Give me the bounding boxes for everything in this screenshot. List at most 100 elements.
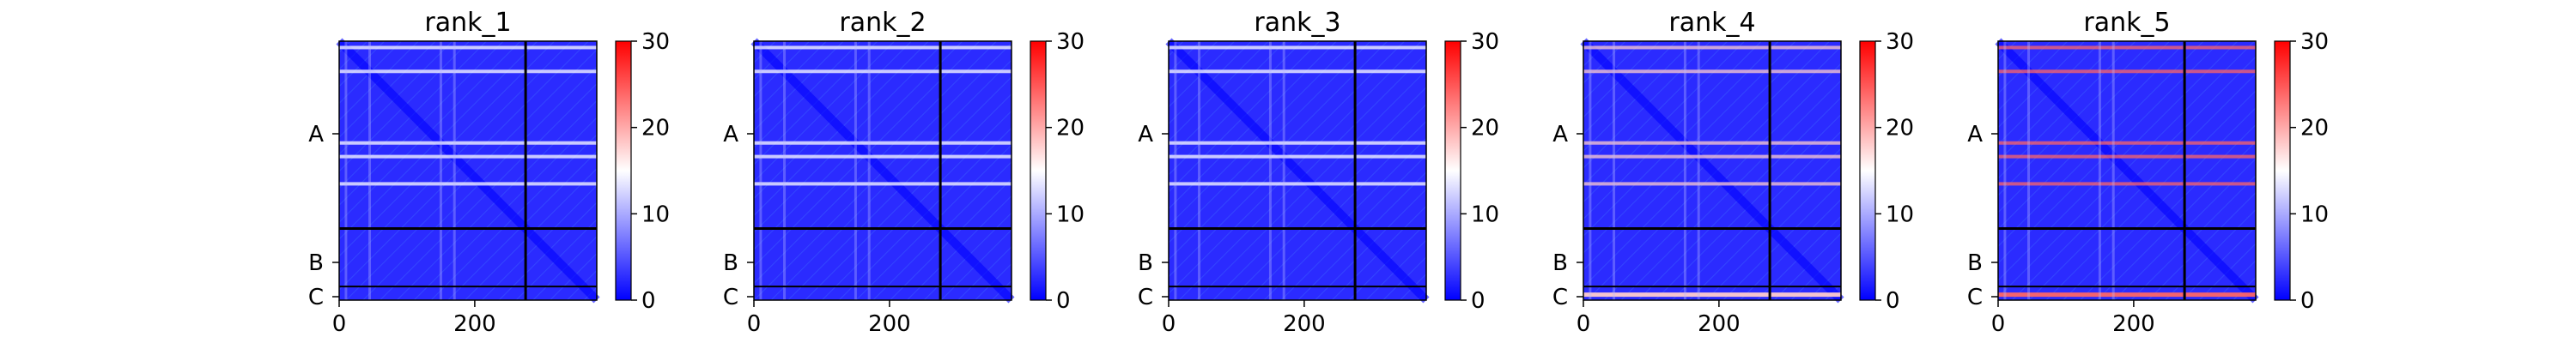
colorbar-tick-label: 10 — [1056, 202, 1084, 227]
colorbar-tick-label: 10 — [1471, 202, 1499, 227]
bright-row — [339, 141, 597, 145]
x-tick-label: 200 — [1698, 311, 1741, 337]
y-tick-label: B — [1967, 250, 1983, 276]
bright-row — [1169, 69, 1426, 74]
x-tick-label: 0 — [1162, 311, 1176, 337]
y-tick-label: B — [1552, 250, 1568, 276]
y-tick-label: B — [308, 250, 324, 276]
colorbar-tick-label: 20 — [2300, 116, 2329, 141]
heatmap-frame — [1168, 40, 1427, 301]
x-tick-label: 200 — [453, 311, 496, 337]
panel-title: rank_1 — [424, 8, 511, 38]
bright-col — [453, 41, 456, 300]
bright-row — [1998, 45, 2256, 50]
bright-col — [1174, 41, 1177, 300]
bright-col — [1282, 41, 1285, 300]
bright-row — [1583, 154, 1841, 159]
bright-row — [754, 141, 1012, 145]
colorbar — [1444, 40, 1461, 301]
colorbar-tick-label: 30 — [1886, 29, 1914, 55]
colorbar-tick-label: 10 — [1886, 202, 1914, 227]
colorbar-tick-label: 30 — [1471, 29, 1499, 55]
bright-col — [344, 41, 348, 300]
x-tick-label: 0 — [1991, 311, 2006, 337]
bright-row — [339, 154, 597, 159]
y-tick-label: C — [1138, 285, 1153, 310]
bright-row — [1169, 154, 1426, 159]
bright-row — [754, 45, 1012, 50]
heatmap-diagonal — [1165, 38, 1430, 304]
panel-title: rank_5 — [2083, 8, 2170, 38]
bright-col — [368, 41, 372, 300]
bright-col — [759, 41, 762, 300]
bright-col — [854, 41, 857, 300]
colorbar-tick-label: 0 — [1471, 288, 1485, 314]
heatmap-diagonal — [750, 38, 1015, 304]
bright-row — [754, 69, 1012, 74]
x-tick-label: 200 — [868, 311, 911, 337]
bright-col — [1198, 41, 1201, 300]
y-tick-label: C — [723, 285, 738, 310]
bright-col — [867, 41, 871, 300]
heatmap-diagonal — [1995, 38, 2259, 304]
heatmap-frame — [1997, 40, 2257, 301]
y-tick-label: A — [1138, 122, 1153, 147]
bright-row — [339, 45, 597, 50]
x-tick-label: 200 — [1283, 311, 1326, 337]
y-tick-label: A — [1967, 122, 1983, 147]
panel-title: rank_3 — [1254, 8, 1340, 38]
bright-row — [1998, 182, 2256, 186]
bright-col — [1613, 41, 1616, 300]
bright-row — [1998, 154, 2256, 159]
colorbar — [615, 40, 632, 301]
y-tick-label: A — [723, 122, 738, 147]
colorbar-tick-label: 0 — [2300, 288, 2315, 314]
colorbar-tick-label: 20 — [641, 116, 670, 141]
panel-title: rank_4 — [1668, 8, 1755, 38]
heatmap-diagonal — [1580, 38, 1844, 304]
y-tick-label: C — [1967, 285, 1983, 310]
bright-row — [1998, 292, 2256, 298]
bright-row — [1998, 69, 2256, 74]
bright-col — [783, 41, 787, 300]
bright-row — [1583, 45, 1841, 50]
bright-col — [1683, 41, 1686, 300]
colorbar — [1859, 40, 1876, 301]
heatmap-diagonal — [336, 38, 600, 304]
bright-row — [1583, 292, 1841, 298]
bright-row — [339, 69, 597, 74]
heatmap-frame — [1583, 40, 1842, 301]
y-tick-label: B — [1138, 250, 1153, 276]
bright-col — [1268, 41, 1272, 300]
bright-row — [339, 182, 597, 186]
x-tick-label: 200 — [2112, 311, 2155, 337]
colorbar — [2274, 40, 2291, 301]
y-tick-label: C — [308, 285, 324, 310]
bright-col — [2098, 41, 2101, 300]
x-tick-label: 0 — [1577, 311, 1591, 337]
colorbar-tick-label: 0 — [1886, 288, 1900, 314]
y-tick-label: C — [1552, 285, 1568, 310]
bright-row — [1998, 141, 2256, 145]
y-tick-label: A — [1552, 122, 1568, 147]
heatmap-frame — [338, 40, 598, 301]
colorbar-tick-label: 20 — [1886, 116, 1914, 141]
colorbar-tick-label: 0 — [1056, 288, 1071, 314]
heatmap-frame — [753, 40, 1012, 301]
bright-row — [754, 182, 1012, 186]
bright-row — [1583, 141, 1841, 145]
colorbar-tick-label: 30 — [1056, 29, 1084, 55]
y-tick-label: A — [308, 122, 324, 147]
panel-title: rank_2 — [839, 8, 926, 38]
y-tick-label: B — [723, 250, 738, 276]
colorbar-tick-label: 0 — [641, 288, 656, 314]
bright-row — [754, 154, 1012, 159]
bright-col — [439, 41, 442, 300]
colorbar-tick-label: 20 — [1471, 116, 1499, 141]
colorbar-tick-label: 10 — [2300, 202, 2329, 227]
